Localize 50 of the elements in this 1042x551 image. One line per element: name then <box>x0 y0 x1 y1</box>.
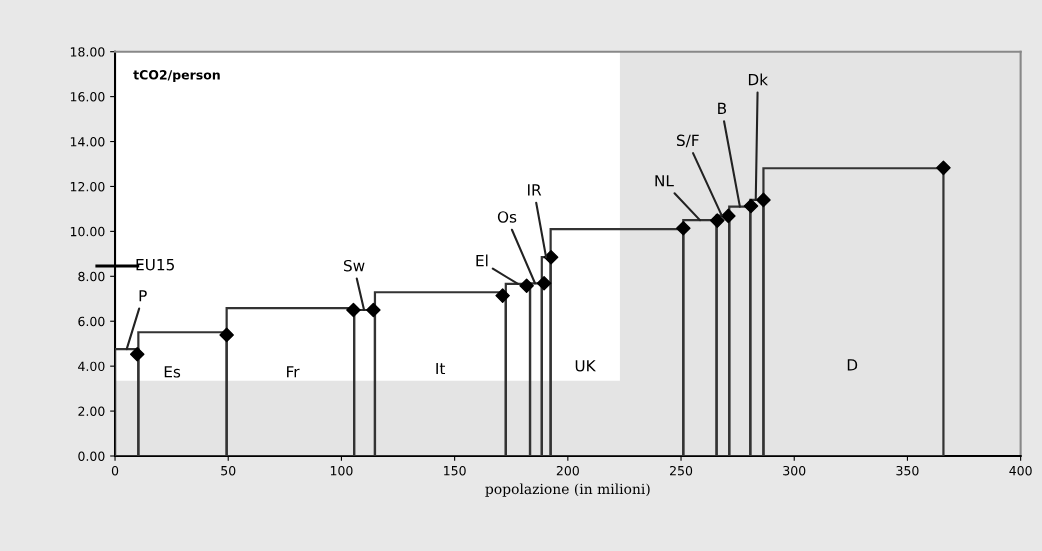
x-tick-label: 150 <box>444 465 466 476</box>
point <box>519 278 534 294</box>
point <box>743 198 759 214</box>
x-tick-label: 300 <box>783 465 806 476</box>
y-tick-label: 6.00 <box>78 316 105 327</box>
x-tick-label: 50 <box>221 465 236 476</box>
point <box>709 213 725 228</box>
point <box>756 192 771 208</box>
y-tick-label: 16.00 <box>70 92 105 102</box>
point <box>936 160 951 176</box>
point <box>536 275 552 291</box>
y-tick-label: 4.00 <box>78 361 105 372</box>
annotation: S/F <box>676 134 699 148</box>
x-tick-label: 200 <box>556 465 579 476</box>
point <box>366 302 381 318</box>
x-tick-label: 400 <box>1009 465 1032 476</box>
annotation: Sw <box>343 259 365 272</box>
annotation: D <box>847 359 858 371</box>
x-tick-label: 350 <box>896 465 919 476</box>
y-tick-label: 10.00 <box>70 226 105 237</box>
annotation: El <box>476 254 488 267</box>
annotation: B <box>718 102 727 114</box>
y-tick-label: 2.00 <box>78 406 105 417</box>
x-axis-title: popolazione (in milioni) <box>485 483 650 497</box>
annotation: Fr <box>287 366 300 378</box>
x-tick-label: 250 <box>670 465 693 476</box>
annotation: Es <box>164 366 181 378</box>
annotation: UK <box>575 360 596 372</box>
annotation: IR <box>528 184 542 196</box>
annotation: Dk <box>748 73 769 86</box>
point <box>495 288 510 303</box>
point <box>676 220 691 236</box>
annotation: Os <box>497 211 517 223</box>
y-tick-label: 12.00 <box>70 181 105 192</box>
y-tick-label: 14.00 <box>70 137 105 147</box>
y-tick-label: 18.00 <box>70 47 105 57</box>
annotation: It <box>436 362 446 375</box>
annotation: NL <box>655 175 674 187</box>
point <box>129 346 145 362</box>
y-tick-label: 0.00 <box>78 451 105 461</box>
annotation: P <box>139 290 147 302</box>
y-tick-label: 8.00 <box>78 271 105 282</box>
x-tick-label: 0 <box>111 465 119 476</box>
ref-line-label: EU15 <box>136 259 174 271</box>
point <box>219 327 234 343</box>
point <box>346 302 361 318</box>
y-axis-title: tCO2/person <box>133 70 220 82</box>
x-tick-label: 100 <box>330 465 353 476</box>
point <box>543 249 559 265</box>
point <box>721 208 736 224</box>
